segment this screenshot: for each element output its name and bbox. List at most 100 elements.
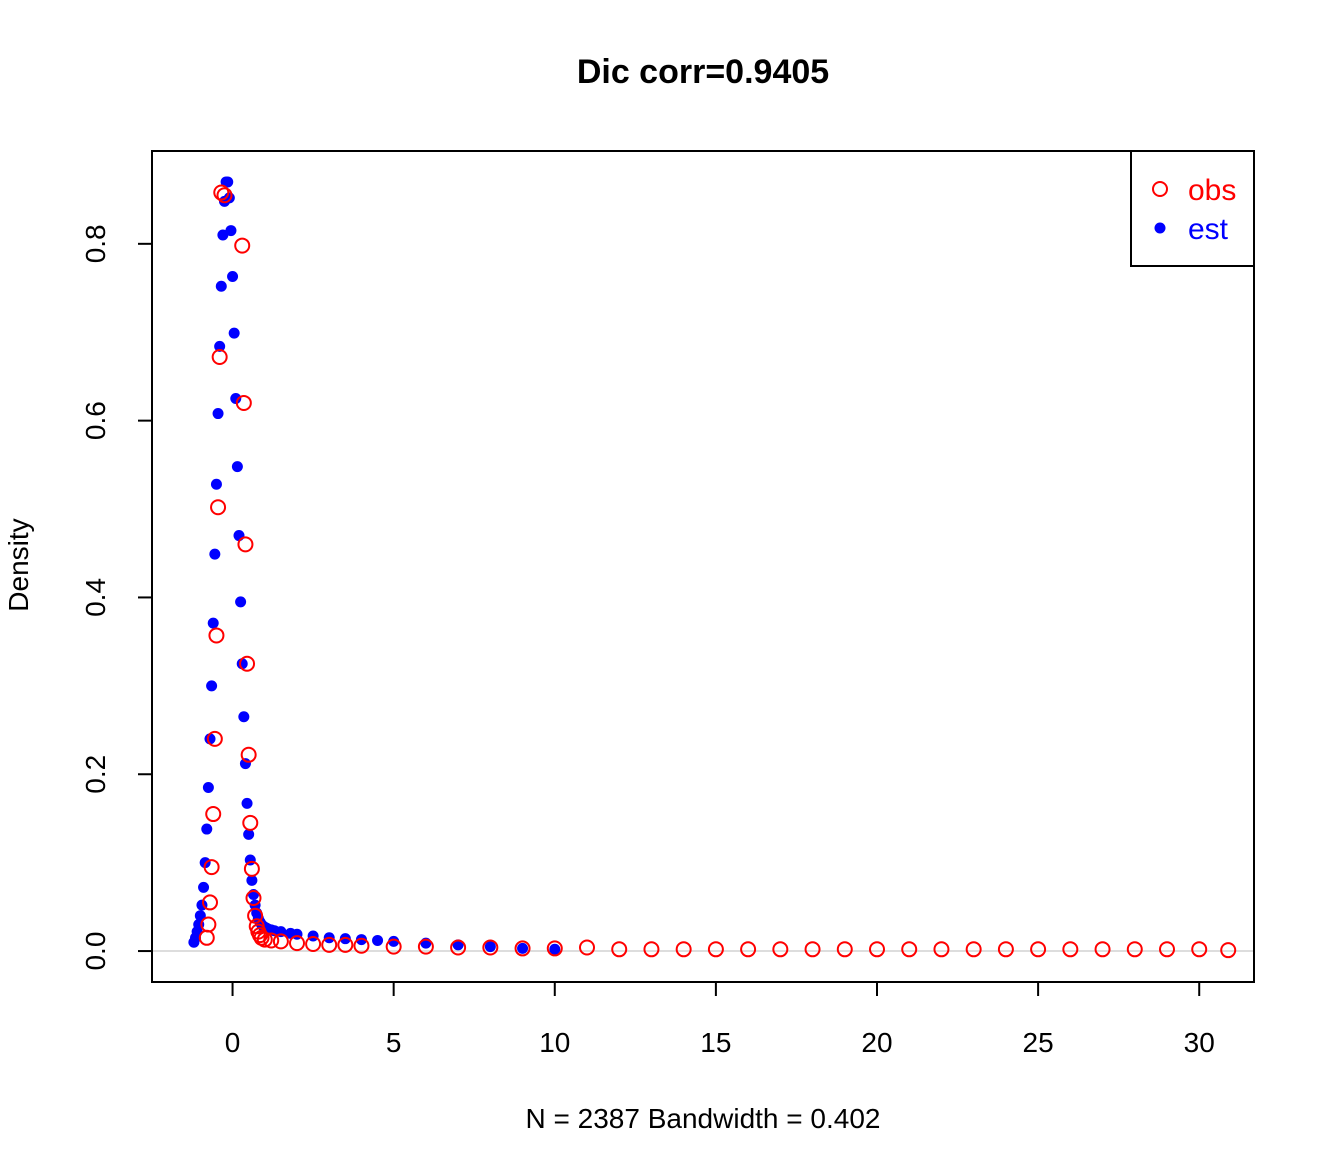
x-tick-label: 5	[386, 1027, 402, 1058]
est-point	[549, 943, 561, 955]
est-point	[227, 271, 239, 283]
legend-est-marker	[1154, 222, 1166, 234]
x-tick-label: 0	[225, 1027, 241, 1058]
x-tick-label: 10	[539, 1027, 570, 1058]
obs-point	[450, 939, 467, 956]
est-point	[212, 408, 224, 420]
x-tick-label: 20	[861, 1027, 892, 1058]
obs-point	[272, 933, 289, 950]
obs-point	[514, 940, 531, 957]
y-tick-label: 0.2	[80, 755, 111, 794]
x-axis: 0 5 10 15 20 25 30	[225, 981, 1215, 1058]
obs-point	[337, 936, 354, 953]
est-point	[388, 935, 400, 947]
est-point	[217, 229, 229, 241]
chart-title: Dic corr=0.9405	[577, 53, 829, 91]
est-series	[188, 176, 561, 955]
obs-point	[901, 941, 918, 958]
obs-point	[245, 890, 262, 907]
obs-point	[198, 929, 215, 946]
obs-point	[869, 941, 885, 958]
est-point	[517, 942, 529, 954]
y-axis-label: Density	[3, 518, 34, 611]
obs-point	[205, 806, 222, 823]
est-point	[210, 478, 222, 490]
obs-point	[1159, 941, 1175, 958]
est-point	[246, 874, 258, 886]
obs-point	[385, 938, 402, 955]
obs-point	[237, 536, 254, 553]
est-point	[214, 340, 226, 352]
est-point	[228, 327, 240, 339]
est-point	[206, 680, 218, 692]
obs-point	[804, 941, 821, 958]
obs-point	[256, 931, 273, 948]
obs-point	[1030, 941, 1047, 958]
est-point	[222, 176, 234, 188]
obs-point	[305, 935, 322, 952]
obs-point	[213, 184, 230, 201]
obs-point	[836, 941, 853, 958]
est-point	[198, 881, 210, 893]
obs-point	[289, 935, 305, 952]
obs-point	[997, 941, 1014, 958]
obs-point	[740, 941, 757, 958]
y-tick-label: 0.4	[80, 578, 111, 617]
est-point	[194, 910, 206, 922]
y-tick-label: 0.0	[80, 932, 111, 971]
x-tick-label: 15	[700, 1027, 731, 1058]
obs-point	[235, 394, 252, 411]
obs-point	[1220, 942, 1237, 959]
obs-point	[933, 941, 950, 958]
obs-point	[206, 730, 223, 747]
obs-point	[417, 938, 434, 955]
est-point	[484, 941, 496, 953]
est-point	[201, 823, 213, 835]
obs-point	[211, 348, 228, 365]
est-point	[372, 934, 384, 946]
obs-point	[546, 940, 563, 957]
obs-point	[1062, 941, 1079, 958]
obs-point	[240, 746, 257, 763]
obs-series	[198, 184, 1237, 959]
y-tick-label: 0.6	[80, 401, 111, 440]
obs-point	[675, 941, 692, 958]
obs-point	[247, 907, 264, 924]
obs-point	[216, 187, 233, 204]
obs-point	[707, 941, 724, 958]
obs-point	[772, 941, 789, 958]
obs-point	[579, 939, 595, 956]
x-tick-label: 30	[1184, 1027, 1215, 1058]
obs-point	[353, 937, 370, 954]
obs-point	[1094, 941, 1111, 958]
obs-point	[965, 941, 982, 958]
x-axis-label: N = 2387 Bandwidth = 0.402	[526, 1103, 881, 1134]
est-point	[225, 225, 237, 237]
obs-point	[1191, 941, 1208, 958]
est-point	[236, 658, 248, 670]
legend-obs-label: obs	[1188, 174, 1236, 207]
est-point	[231, 461, 243, 473]
obs-point	[242, 814, 259, 831]
obs-point	[263, 932, 280, 949]
est-point	[209, 548, 221, 560]
obs-point	[611, 941, 628, 958]
obs-point	[1126, 941, 1143, 958]
est-point	[241, 797, 253, 809]
est-point	[233, 530, 245, 542]
obs-point	[243, 860, 260, 877]
est-point	[207, 617, 219, 629]
legend-est-label: est	[1188, 213, 1229, 246]
est-point	[238, 711, 250, 723]
legend-obs-marker	[1152, 181, 1168, 197]
obs-point	[210, 499, 227, 516]
obs-point	[200, 916, 217, 933]
est-point	[202, 782, 214, 794]
obs-point	[239, 655, 256, 672]
obs-point	[203, 859, 220, 876]
legend-box	[1130, 150, 1255, 267]
obs-point	[202, 894, 218, 911]
est-point	[235, 596, 247, 608]
est-point	[239, 758, 251, 770]
